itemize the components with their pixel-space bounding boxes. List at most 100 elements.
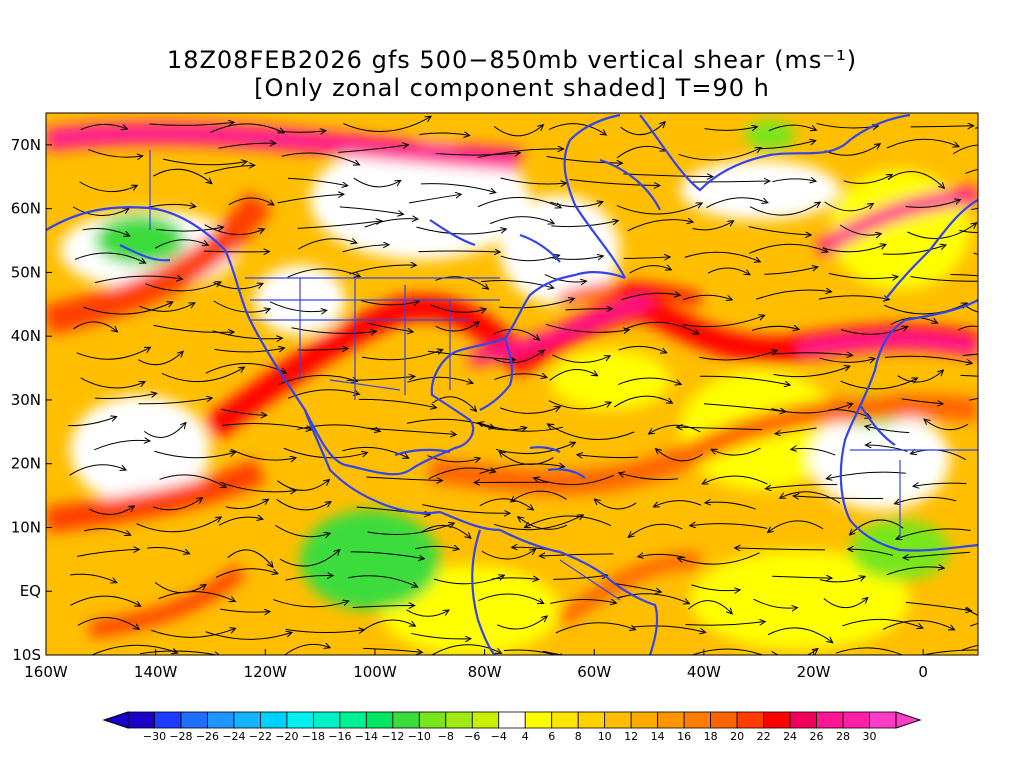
streamline	[139, 650, 219, 655]
colorbar-swatch	[154, 711, 182, 729]
streamline	[620, 122, 665, 136]
streamline	[73, 321, 116, 331]
streamline	[138, 352, 182, 366]
streamline	[221, 408, 265, 415]
streamline	[542, 650, 565, 655]
streamline	[227, 549, 272, 567]
streamline	[297, 424, 379, 431]
streamline	[901, 398, 942, 404]
streamline	[914, 483, 967, 486]
lat-tick-label: 50N	[11, 263, 41, 281]
streamline	[751, 326, 798, 330]
streamline	[703, 403, 785, 412]
streamline	[827, 471, 906, 478]
streamline	[70, 573, 116, 582]
streamline	[153, 324, 233, 332]
colorbar-high-arrow	[895, 711, 922, 729]
streamline	[964, 305, 978, 313]
streamline	[548, 400, 610, 410]
streamline	[684, 251, 760, 261]
colorbar-swatch	[233, 711, 261, 729]
colorbar-label: 6	[548, 730, 555, 743]
streamline	[882, 245, 945, 255]
colorbar-label: 4	[522, 730, 529, 743]
streamline	[219, 481, 295, 492]
streamline	[887, 171, 944, 187]
streamline	[269, 301, 326, 312]
streamline	[975, 127, 978, 129]
streamline	[629, 523, 683, 537]
streamline	[824, 144, 880, 156]
streamline	[477, 149, 563, 159]
streamline	[213, 300, 270, 312]
lon-tick-label: 160W	[24, 663, 68, 681]
streamline	[776, 427, 817, 434]
streamline	[204, 165, 253, 175]
streamline	[578, 455, 639, 458]
streamline	[221, 423, 311, 430]
lat-tick-label: EQ	[20, 582, 41, 600]
streamline	[136, 518, 220, 533]
streamline	[544, 274, 586, 282]
streamline	[212, 330, 282, 339]
streamline	[771, 353, 852, 356]
streamline	[794, 496, 884, 499]
streamline	[152, 168, 211, 183]
streamline	[961, 644, 978, 651]
streamline	[350, 551, 424, 559]
streamline	[632, 625, 705, 632]
streamline	[950, 274, 978, 277]
streamline	[959, 229, 978, 234]
streamline	[691, 648, 764, 655]
streamline	[548, 425, 635, 440]
lon-tick-label: 60W	[577, 663, 611, 681]
lon-tick-label: 0	[918, 663, 928, 681]
streamline	[553, 575, 606, 580]
streamline	[204, 224, 264, 235]
streamline	[753, 598, 797, 608]
streamline	[897, 371, 943, 383]
colorbar-swatch	[312, 711, 341, 729]
streamline	[525, 515, 612, 527]
streamline	[649, 424, 701, 433]
streamline	[418, 251, 499, 252]
streamline	[764, 267, 817, 275]
streamline	[147, 546, 188, 553]
streamline	[748, 226, 811, 235]
colorbar-label: 10	[598, 730, 612, 743]
streamline	[503, 649, 564, 655]
streamline	[90, 644, 177, 655]
colorbar-swatch	[869, 711, 897, 729]
streamline	[749, 203, 819, 216]
streamline	[84, 528, 130, 535]
lon-tick-label: 40W	[687, 663, 721, 681]
streamline	[920, 649, 978, 655]
colorbar-swatch	[524, 711, 553, 729]
colorbar-label: −6	[464, 730, 480, 743]
streamline	[925, 420, 969, 431]
colorbar-label: 30	[863, 730, 877, 743]
colorbar-label: −10	[408, 730, 431, 743]
streamline	[627, 220, 693, 232]
streamline	[866, 426, 910, 434]
lon-tick-label: 100W	[353, 663, 397, 681]
streamline	[275, 524, 329, 536]
streamline	[772, 179, 815, 182]
streamline	[618, 345, 666, 352]
streamline	[277, 194, 343, 204]
streamline	[364, 219, 417, 228]
colorbar-swatch	[630, 711, 659, 729]
streamline	[145, 282, 221, 292]
streamline	[205, 632, 291, 640]
colorbar-label: −26	[196, 730, 219, 743]
streamline	[80, 123, 127, 131]
streamline	[298, 239, 356, 250]
streamline	[678, 148, 761, 161]
streamline	[360, 619, 414, 633]
streamline	[736, 548, 825, 550]
streamline	[704, 127, 757, 130]
streamline	[849, 549, 894, 556]
streamline	[518, 517, 568, 530]
streamline	[691, 584, 739, 591]
streamline	[77, 617, 139, 629]
